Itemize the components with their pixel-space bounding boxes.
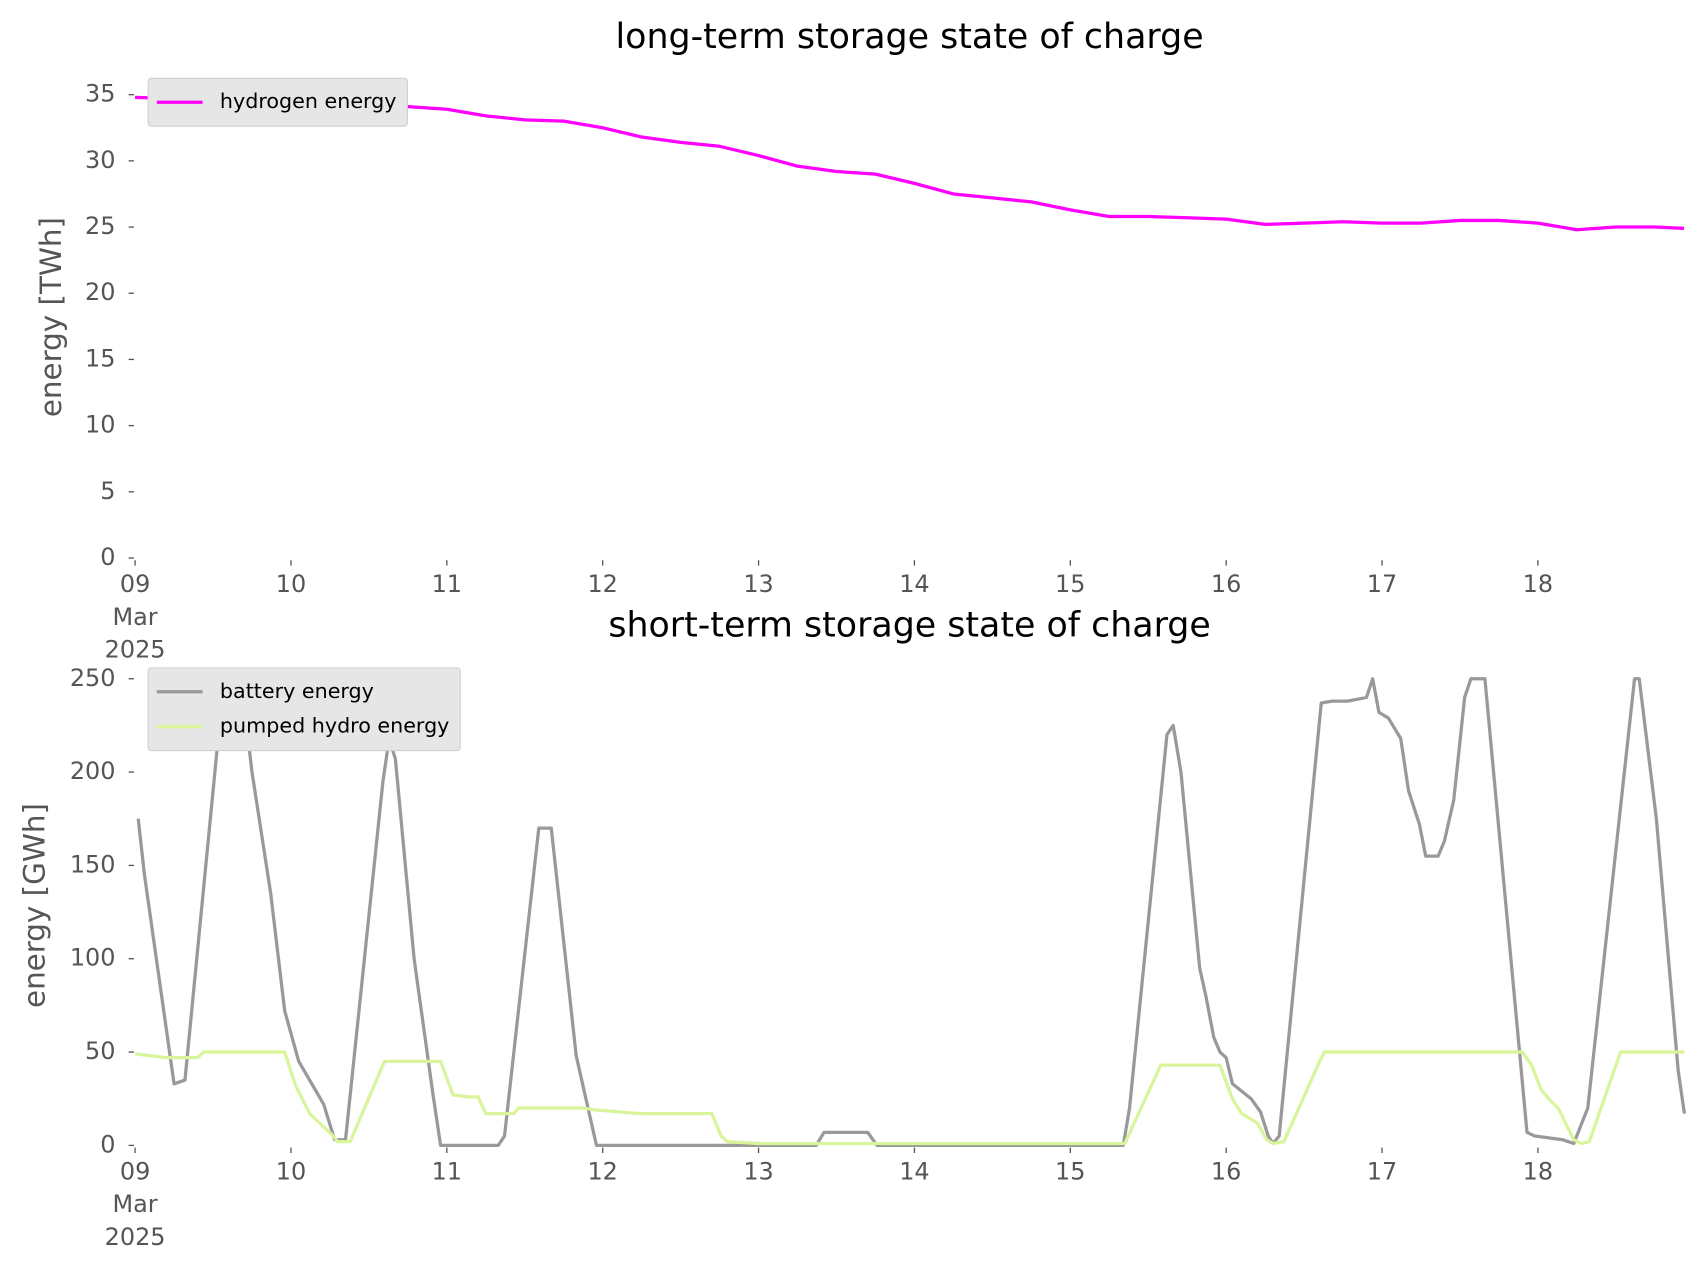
y-tick-label: 100 (70, 944, 116, 972)
legend-label: battery energy (220, 679, 374, 703)
x-tick-label: 14 (899, 570, 929, 598)
y-tick-label: 0 (100, 1130, 115, 1158)
x-tick-label: 12 (587, 570, 617, 598)
legend-box (147, 77, 408, 127)
legend-label: hydrogen energy (220, 89, 397, 113)
x-tick-label: 18 (1523, 1158, 1553, 1186)
legend: hydrogen energy (147, 77, 408, 127)
y-tick-label: 250 (70, 664, 116, 692)
y-tick-label: 20 (85, 278, 115, 306)
y-tick-label: 30 (85, 146, 115, 174)
y-tick-label: 50 (85, 1037, 115, 1065)
y-tick-label: 150 (70, 850, 116, 878)
x-tick-label: 18 (1523, 570, 1553, 598)
x-tick-label: 12 (587, 1158, 617, 1186)
x-tick-label: 13 (743, 570, 773, 598)
x-tick-label: 11 (432, 1158, 462, 1186)
y-tick-label: 5 (100, 477, 115, 505)
x-tick-label: 10 (276, 570, 306, 598)
x-tick-label: 10 (276, 1158, 306, 1186)
y-tick-label: 200 (70, 757, 116, 785)
x-tick-label: 09 Mar 2025 (105, 570, 166, 663)
legend-box (147, 667, 461, 752)
x-tick-label: 14 (899, 1158, 929, 1186)
x-tick-label: 11 (432, 570, 462, 598)
x-tick-label: 15 (1055, 570, 1085, 598)
y-tick-label: 25 (85, 212, 115, 240)
x-tick-label: 17 (1367, 1158, 1397, 1186)
x-tick-label: 16 (1211, 1158, 1241, 1186)
chart-title: short-term storage state of charge (608, 606, 1210, 646)
chart-title: long-term storage state of charge (615, 17, 1203, 57)
y-tick-label: 0 (100, 543, 115, 571)
y-tick-label: 15 (85, 344, 115, 372)
y-axis-label: energy [TWh] (34, 217, 68, 417)
y-axis-label: energy [GWh] (18, 803, 52, 1008)
x-tick-label: 15 (1055, 1158, 1085, 1186)
series-line (134, 1050, 1685, 1146)
legend: battery energy pumped hydro energy (147, 667, 461, 752)
legend-label: pumped hydro energy (220, 714, 449, 738)
y-tick-label: 35 (85, 80, 115, 108)
x-tick-label: 17 (1367, 570, 1397, 598)
x-tick-label: 13 (743, 1158, 773, 1186)
x-tick-label: 09 Mar 2025 (105, 1158, 166, 1251)
y-tick-label: 10 (85, 411, 115, 439)
x-tick-label: 16 (1211, 570, 1241, 598)
